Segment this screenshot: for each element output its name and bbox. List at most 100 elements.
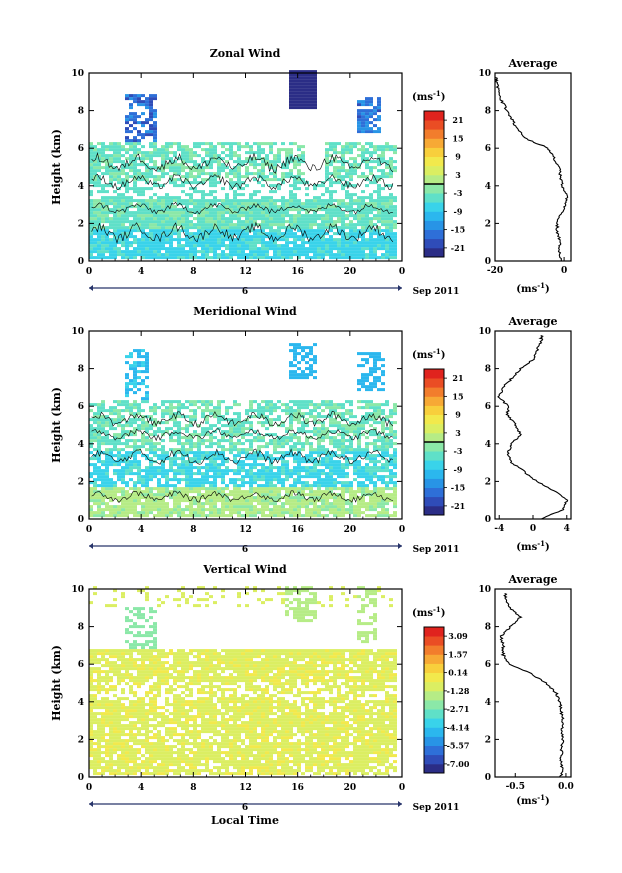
- heatmap-cell: [137, 352, 141, 356]
- heatmap-cell: [93, 484, 97, 488]
- heatmap-cell: [117, 472, 121, 476]
- heatmap-cell: [217, 490, 221, 494]
- heatmap-cell: [149, 250, 153, 254]
- heatmap-cell: [309, 466, 313, 470]
- heatmap-cell: [373, 466, 377, 470]
- heatmap-cell: [269, 412, 273, 416]
- heatmap-cell: [257, 214, 261, 218]
- heatmap-cell: [165, 235, 169, 239]
- heatmap-cell: [353, 208, 357, 212]
- heatmap-cell: [205, 238, 209, 242]
- heatmap-cell: [261, 226, 265, 230]
- heatmap-cell: [293, 355, 297, 359]
- colorbar-swatch: [424, 120, 444, 130]
- heatmap-cell: [381, 457, 385, 461]
- heatmap-cell: [285, 442, 289, 446]
- heatmap-cell: [389, 463, 393, 467]
- heatmap-cell: [133, 97, 137, 101]
- heatmap-cell: [105, 421, 109, 425]
- heatmap-cell: [109, 247, 113, 251]
- heatmap-cell: [369, 490, 373, 494]
- heatmap-cell: [145, 505, 149, 509]
- heatmap-cell: [297, 472, 301, 476]
- heatmap-cell: [365, 142, 369, 146]
- heatmap-cell: [213, 190, 217, 194]
- heatmap-cell: [373, 508, 377, 512]
- heatmap-cell: [161, 196, 165, 200]
- heatmap-cell: [237, 403, 241, 407]
- heatmap-cell: [105, 472, 109, 476]
- heatmap-cell: [253, 487, 257, 491]
- heatmap-cell: [93, 166, 97, 170]
- heatmap-cell: [377, 187, 381, 191]
- heatmap-cell: [341, 145, 345, 149]
- heatmap-cell: [125, 355, 129, 359]
- heatmap-cell: [373, 472, 377, 476]
- heatmap-cell: [189, 247, 193, 251]
- colorbar-swatch: [424, 202, 444, 212]
- heatmap-cell: [321, 508, 325, 512]
- heatmap-cell: [365, 487, 369, 491]
- heatmap-cell: [369, 412, 373, 416]
- heatmap-cell: [269, 196, 273, 200]
- heatmap-cell: [209, 244, 213, 248]
- heatmap-cell: [169, 490, 173, 494]
- heatmap-cell: [109, 493, 113, 497]
- heatmap-cell: [121, 232, 125, 236]
- heatmap-cell: [205, 178, 209, 182]
- heatmap-cell: [381, 244, 385, 248]
- heatmap-cell: [117, 151, 121, 155]
- heatmap-cell: [381, 403, 385, 407]
- heatmap-cell: [193, 409, 197, 413]
- heatmap-cell: [341, 463, 345, 467]
- contour-line: [91, 221, 394, 245]
- heatmap-cell: [385, 247, 389, 251]
- heatmap-cell: [161, 238, 165, 242]
- heatmap-cell: [173, 433, 177, 437]
- heatmap-cell: [129, 106, 133, 110]
- heatmap-cell: [361, 241, 365, 245]
- heatmap-cell: [325, 202, 329, 206]
- heatmap-cell: [393, 502, 397, 506]
- heatmap-cell: [197, 505, 201, 509]
- heatmap-cell: [337, 217, 341, 221]
- heatmap-cell: [121, 211, 125, 215]
- heatmap-cell: [369, 370, 373, 374]
- heatmap-cell: [345, 247, 349, 251]
- contour-lines: [91, 410, 394, 503]
- heatmap-cell: [105, 166, 109, 170]
- heatmap-cell: [185, 157, 189, 161]
- heatmap-cell: [233, 403, 237, 407]
- heatmap-cell: [121, 424, 125, 428]
- heatmap-cell: [153, 223, 157, 227]
- heatmap-cell: [189, 223, 193, 227]
- heatmap-cell: [97, 241, 101, 245]
- heatmap-cell: [137, 487, 141, 491]
- heatmap-cell: [289, 487, 293, 491]
- heatmap-cell: [377, 412, 381, 416]
- heatmap-cell: [153, 127, 157, 131]
- heatmap-cell: [345, 235, 349, 239]
- heatmap-cell: [273, 253, 277, 257]
- heatmap-cell: [133, 220, 137, 224]
- heatmap-cell: [125, 151, 129, 155]
- heatmap-cell: [149, 106, 153, 110]
- heatmap-cell: [177, 235, 181, 239]
- heatmap-cell: [125, 385, 129, 389]
- heatmap-cell: [189, 211, 193, 215]
- heatmap-cell: [293, 202, 297, 206]
- heatmap-cell: [117, 463, 121, 467]
- heatmap-cell: [145, 169, 149, 173]
- heatmap-cell: [265, 481, 269, 485]
- heatmap-cell: [265, 250, 269, 254]
- heatmap-cell: [137, 172, 141, 176]
- heatmap-cell: [353, 451, 357, 455]
- heatmap-cell: [317, 508, 321, 512]
- heatmap-cell: [245, 145, 249, 149]
- heatmap-cell: [169, 496, 173, 500]
- heatmap-cell: [233, 238, 237, 242]
- heatmap-cell: [105, 211, 109, 215]
- heatmap-cell: [225, 424, 229, 428]
- heatmap-cell: [301, 499, 305, 503]
- heatmap-cell: [133, 247, 137, 251]
